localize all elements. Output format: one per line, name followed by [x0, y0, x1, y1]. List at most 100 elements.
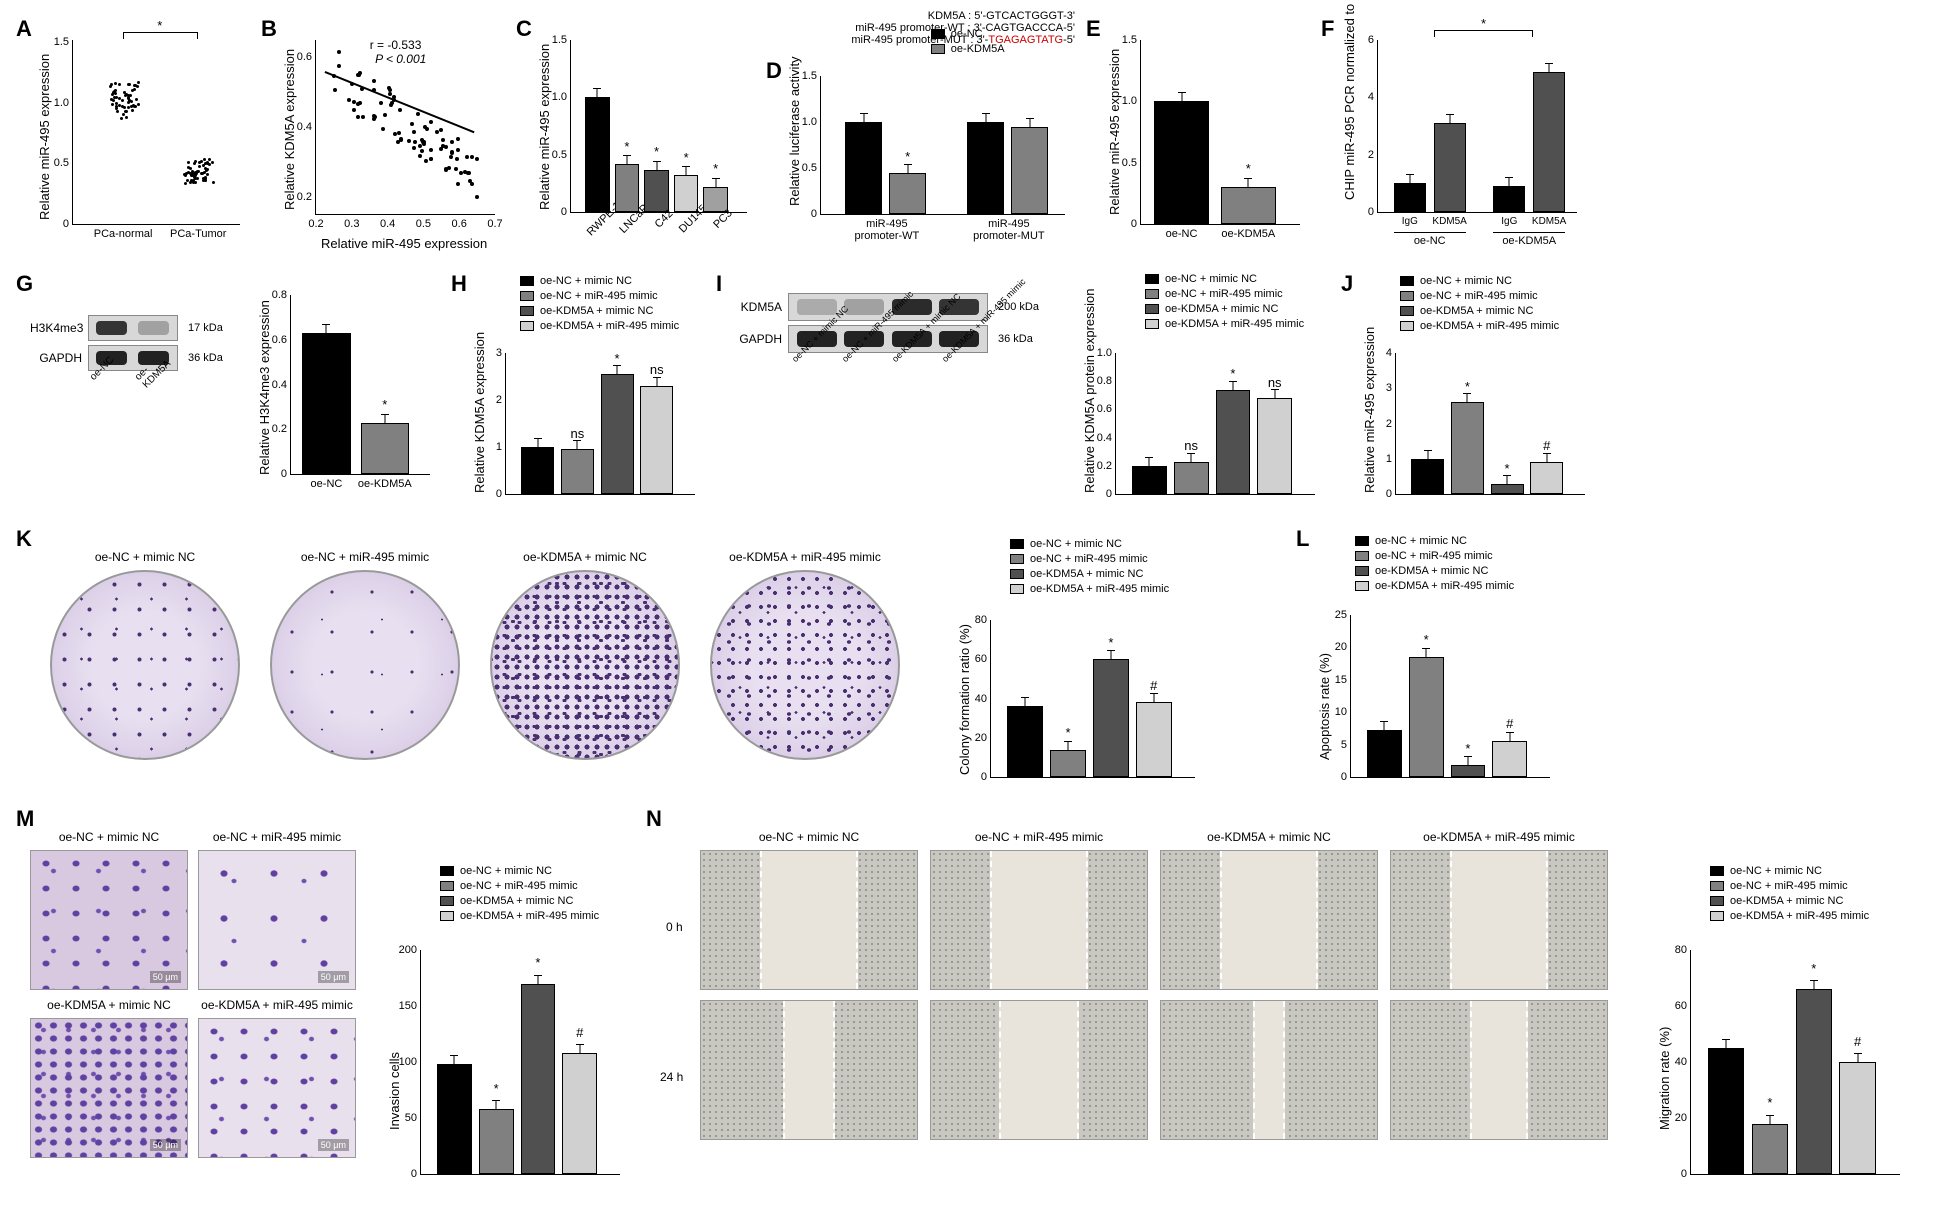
legend-item: oe-NC + mimic NC: [1400, 275, 1559, 287]
bar: [437, 1064, 472, 1174]
blot-lane: [88, 315, 178, 341]
bar: [1136, 702, 1172, 777]
bar: [521, 984, 556, 1174]
chart-D: Relative luciferase activity 00.51.01.5*…: [820, 76, 1065, 215]
micro-img: 50 μm: [30, 1018, 188, 1158]
wound-grid: oe-NC + mimic NCoe-NC + miR-495 mimicoe-…: [700, 830, 1620, 1140]
bar: [1492, 741, 1527, 777]
legend-item: oe-KDM5A + mimic NC: [1145, 303, 1304, 315]
xtick: oe-KDM5A: [1221, 224, 1275, 240]
legend4: oe-NC + mimic NCoe-NC + miR-495 mimicoe-…: [440, 865, 599, 925]
panel-J: J oe-NC + mimic NCoe-NC + miR-495 mimico…: [1345, 275, 1595, 510]
bar: [361, 423, 410, 474]
wound-img: [1160, 1000, 1378, 1140]
panel-L: L oe-NC + mimic NCoe-NC + miR-495 mimico…: [1300, 530, 1560, 790]
micro-img: 50 μm: [198, 1018, 356, 1158]
colony-img: [710, 570, 900, 760]
panel-G: G H3K4me3 17 kDa GAPDH 36 kDa oe-NC oe-K…: [20, 275, 440, 510]
sig-mark: *: [1424, 632, 1429, 647]
sig-mark: #: [576, 1025, 583, 1040]
bar: [1093, 659, 1129, 777]
bar: [1411, 459, 1444, 494]
ylabel: Relative KDM5A expression: [472, 332, 487, 493]
sig-mark: ns: [650, 362, 664, 377]
sig-mark: *: [684, 150, 689, 165]
legend-item: oe-KDM5A + mimic NC: [1400, 305, 1559, 317]
stat-r: r = -0.533: [370, 38, 422, 52]
micro-item: oe-KDM5A + mimic NC50 μm: [30, 998, 188, 1158]
row-label: 24 h: [660, 1070, 683, 1084]
seq2: miR-495 promoter-WT : 3'-CAGTGACCCA-5': [775, 22, 1075, 34]
jitter-tumor: [173, 40, 223, 224]
blot-I: KDM5A 200 kDa GAPDH 36 kDa oe-NC + mimic…: [730, 293, 1040, 367]
bar: [561, 449, 594, 494]
panel-K: K oe-NC + mimic NC oe-NC + miR-495 mimic…: [20, 530, 1290, 790]
sig-mark: *: [1065, 725, 1070, 740]
legend4: oe-NC + mimic NC oe-NC + miR-495 mimic oe-…: [1145, 273, 1304, 333]
chart-H: Relative KDM5A expression 0123ns*ns: [505, 353, 695, 495]
ylabel: Migration rate (%): [1657, 1027, 1672, 1130]
colony-img: [270, 570, 460, 760]
blot-size: 17 kDa: [188, 322, 223, 334]
sig-mark: *: [382, 397, 387, 412]
colony-item: oe-KDM5A + mimic NC: [490, 550, 680, 760]
bar: [1007, 706, 1043, 777]
bar: [1221, 187, 1277, 224]
panel-label: J: [1341, 271, 1353, 297]
wound-img: [1390, 850, 1608, 990]
legend-item: oe-NC + mimic NC: [1145, 273, 1304, 285]
ylabel: Relative KDM5A protein expression: [1082, 289, 1097, 494]
panel-H: H oe-NC + mimic NCoe-NC + miR-495 mimico…: [455, 275, 705, 510]
legend4: oe-NC + mimic NCoe-NC + miR-495 mimicoe-…: [520, 275, 679, 335]
sig-mark: ns: [1184, 438, 1198, 453]
ylabel: Relative miR-495 expression: [37, 54, 52, 220]
legend-item: oe-KDM5A + miR-495 mimic: [1710, 910, 1869, 922]
panel-label: K: [16, 526, 32, 552]
sig-mark: *: [1505, 461, 1510, 476]
wound-img: [930, 1000, 1148, 1140]
bar: [1257, 398, 1292, 494]
bar: [1409, 657, 1444, 777]
chart-K: Colony formation ratio (%) 020406080**#: [990, 620, 1195, 778]
legend4: oe-NC + mimic NCoe-NC + miR-495 mimicoe-…: [1355, 535, 1514, 595]
sig-mark: *: [1465, 741, 1470, 756]
legend4: oe-NC + mimic NCoe-NC + miR-495 mimicoe-…: [1010, 538, 1169, 598]
bar: [479, 1109, 514, 1174]
row-label: 0 h: [666, 920, 683, 934]
chart-L: Apoptosis rate (%) 0510152025**#: [1350, 615, 1550, 778]
panel-B: B Relative KDM5A expression Relative miR…: [265, 20, 505, 255]
sig-mark: *: [535, 955, 540, 970]
panel-label: I: [716, 271, 722, 297]
panel-F: F CHIP miR-495 PCR normalized to Input 0…: [1325, 20, 1585, 255]
bar: [585, 97, 610, 212]
panel-label: E: [1086, 16, 1101, 42]
stat-p: P < 0.001: [375, 52, 426, 66]
sig-mark: *: [654, 144, 659, 159]
ylabel: Relative miR-495 expression: [1362, 327, 1377, 493]
sig-mark: *: [1230, 366, 1235, 381]
blot-name: H3K4me3: [30, 321, 82, 335]
blot-name: GAPDH: [730, 332, 782, 346]
xtick: miR-495 promoter-WT: [854, 214, 919, 242]
legend-item: oe-NC + mimic NC: [1355, 535, 1514, 547]
bar: [967, 122, 1004, 214]
wound-img: [700, 850, 918, 990]
panel-N: N oe-NC + mimic NCoe-NC + miR-495 mimico…: [650, 810, 1930, 1205]
legend4: oe-NC + mimic NCoe-NC + miR-495 mimicoe-…: [1400, 275, 1559, 335]
legend-item: oe-NC + miR-495 mimic: [1145, 288, 1304, 300]
group-label: oe-NC: [1394, 232, 1466, 247]
legend-item: oe-KDM5A + mimic NC: [440, 895, 599, 907]
ylabel: Relative luciferase activity: [787, 56, 802, 206]
sig-mark: #: [1506, 716, 1513, 731]
panel-C: C Relative miR-495 expression 00.51.01.5…: [520, 20, 755, 255]
blot-G: H3K4me3 17 kDa GAPDH 36 kDa oe-NC oe-KDM…: [30, 315, 230, 397]
bar: [1011, 127, 1048, 214]
bar: [1174, 462, 1209, 494]
panel-M: M oe-NC + mimic NC50 μm oe-NC + miR-495 …: [20, 810, 630, 1205]
bar: [521, 447, 554, 494]
panel-label: H: [451, 271, 467, 297]
xtick: KDM5A: [1532, 212, 1566, 227]
micro-img: 50 μm: [198, 850, 356, 990]
ylabel: Relative KDM5A expression: [282, 49, 297, 210]
wound-img: [1390, 1000, 1608, 1140]
